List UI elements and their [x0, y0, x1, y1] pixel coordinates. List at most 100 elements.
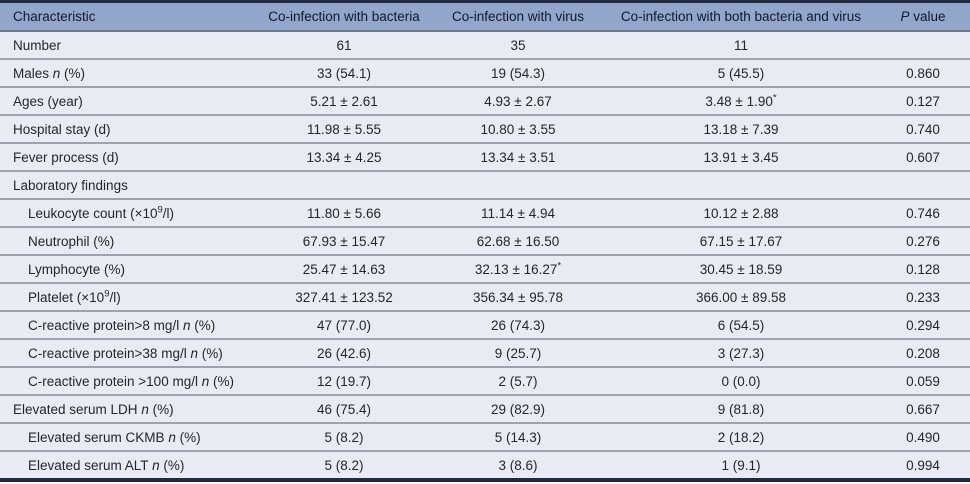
- cell-p_value: 0.740: [876, 114, 970, 143]
- cell-p_value: [876, 170, 970, 199]
- cell-virus: 5 (14.3): [430, 422, 606, 451]
- cell-virus: 3 (8.6): [430, 450, 606, 480]
- table-row: Number 61 35 11: [0, 31, 970, 59]
- cell-virus: 11.14 ± 4.94: [430, 198, 606, 227]
- cell-virus: 4.93 ± 2.67: [430, 86, 606, 115]
- row-label: Lymphocyte (%): [0, 254, 258, 283]
- cell-bacteria: 5.21 ± 2.61: [258, 86, 430, 115]
- cell-virus: 62.68 ± 16.50: [430, 226, 606, 255]
- cell-p_value: 0.860: [876, 58, 970, 87]
- cell-p_value: 0.128: [876, 254, 970, 283]
- cell-bacteria: 67.93 ± 15.47: [258, 226, 430, 255]
- column-header-virus: Co-infection with virus: [430, 1, 606, 32]
- cell-both: [606, 170, 876, 199]
- cell-both: 0 (0.0): [606, 366, 876, 395]
- row-label: Elevated serum CKMB n (%): [0, 422, 258, 451]
- table-row: C-reactive protein >100 mg/l n (%) 12 (19…: [0, 366, 970, 395]
- row-label: Fever process (d): [0, 142, 258, 171]
- row-label: Hospital stay (d): [0, 114, 258, 143]
- table-row: Ages (year) 5.21 ± 2.61 4.93 ± 2.67 3.48 ± …: [0, 86, 970, 115]
- cell-bacteria: [258, 170, 430, 199]
- cell-both: 9 (81.8): [606, 394, 876, 423]
- cell-virus: 356.34 ± 95.78: [430, 282, 606, 311]
- row-label: Elevated serum ALT n (%): [0, 450, 258, 480]
- column-header-both: Co-infection with both bacteria and viru…: [606, 1, 876, 32]
- column-header-p-value: P value: [876, 1, 970, 32]
- cell-bacteria: 47 (77.0): [258, 310, 430, 339]
- table-row: Elevated serum ALT n (%) 5 (8.2) 3 (8.6) 1 …: [0, 450, 970, 480]
- cell-virus: 35: [430, 31, 606, 59]
- cell-bacteria: 12 (19.7): [258, 366, 430, 395]
- row-label: Ages (year): [0, 86, 258, 115]
- row-label: Laboratory findings: [0, 170, 258, 199]
- table-row: Laboratory findings: [0, 170, 970, 199]
- cell-both: 366.00 ± 89.58: [606, 282, 876, 311]
- cell-p_value: 0.667: [876, 394, 970, 423]
- cell-both: 10.12 ± 2.88: [606, 198, 876, 227]
- cell-bacteria: 11.98 ± 5.55: [258, 114, 430, 143]
- cell-bacteria: 25.47 ± 14.63: [258, 254, 430, 283]
- row-label: Leukocyte count (×109/l): [0, 198, 258, 227]
- table-row: Lymphocyte (%) 25.47 ± 14.63 32.13 ± 16.27…: [0, 254, 970, 283]
- table-body: Number 61 35 11 Males n (%) 33 (54.1) 19 (54.3…: [0, 31, 970, 480]
- row-label: Number: [0, 31, 258, 59]
- table-row: Fever process (d) 13.34 ± 4.25 13.34 ± 3.5…: [0, 142, 970, 171]
- table-row: Males n (%) 33 (54.1) 19 (54.3) 5 (45.5) 0.8…: [0, 58, 970, 87]
- cell-virus: 2 (5.7): [430, 366, 606, 395]
- cell-both: 5 (45.5): [606, 58, 876, 87]
- cell-both: 3 (27.3): [606, 338, 876, 367]
- table-row: C-reactive protein>38 mg/l n (%) 26 (42.6…: [0, 338, 970, 367]
- cell-virus: 32.13 ± 16.27*: [430, 254, 606, 283]
- cell-p_value: 0.127: [876, 86, 970, 115]
- row-label: C-reactive protein>38 mg/l n (%): [0, 338, 258, 367]
- table-row: C-reactive protein>8 mg/l n (%) 47 (77.0)…: [0, 310, 970, 339]
- cell-p_value: [876, 31, 970, 59]
- cell-bacteria: 26 (42.6): [258, 338, 430, 367]
- row-label: Elevated serum LDH n (%): [0, 394, 258, 423]
- cell-both: 30.45 ± 18.59: [606, 254, 876, 283]
- cell-bacteria: 327.41 ± 123.52: [258, 282, 430, 311]
- cell-p_value: 0.294: [876, 310, 970, 339]
- table-row: Leukocyte count (×109/l) 11.80 ± 5.66 11.1…: [0, 198, 970, 227]
- cell-p_value: 0.059: [876, 366, 970, 395]
- column-header-characteristic: Characteristic: [0, 1, 258, 32]
- row-label: Neutrophil (%): [0, 226, 258, 255]
- cell-both: 13.18 ± 7.39: [606, 114, 876, 143]
- table-header: Characteristic Co-infection with bacteri…: [0, 1, 970, 32]
- cell-bacteria: 11.80 ± 5.66: [258, 198, 430, 227]
- cell-bacteria: 46 (75.4): [258, 394, 430, 423]
- cell-bacteria: 5 (8.2): [258, 422, 430, 451]
- cell-bacteria: 13.34 ± 4.25: [258, 142, 430, 171]
- row-label: C-reactive protein>8 mg/l n (%): [0, 310, 258, 339]
- row-label: Males n (%): [0, 58, 258, 87]
- cell-virus: 13.34 ± 3.51: [430, 142, 606, 171]
- table-row: Platelet (×109/l) 327.41 ± 123.52 356.34 ±…: [0, 282, 970, 311]
- cell-both: 1 (9.1): [606, 450, 876, 480]
- row-label: Platelet (×109/l): [0, 282, 258, 311]
- table-row: Hospital stay (d) 11.98 ± 5.55 10.80 ± 3.5…: [0, 114, 970, 143]
- cell-p_value: 0.490: [876, 422, 970, 451]
- cell-both: 2 (18.2): [606, 422, 876, 451]
- cell-bacteria: 5 (8.2): [258, 450, 430, 480]
- cell-both: 11: [606, 31, 876, 59]
- cell-bacteria: 61: [258, 31, 430, 59]
- cell-virus: 9 (25.7): [430, 338, 606, 367]
- cell-p_value: 0.208: [876, 338, 970, 367]
- cell-bacteria: 33 (54.1): [258, 58, 430, 87]
- cell-p_value: 0.233: [876, 282, 970, 311]
- cell-virus: 26 (74.3): [430, 310, 606, 339]
- cell-both: 3.48 ± 1.90*: [606, 86, 876, 115]
- row-label: C-reactive protein >100 mg/l n (%): [0, 366, 258, 395]
- cell-p_value: 0.746: [876, 198, 970, 227]
- cell-both: 6 (54.5): [606, 310, 876, 339]
- cell-both: 13.91 ± 3.45: [606, 142, 876, 171]
- table-row: Elevated serum CKMB n (%) 5 (8.2) 5 (14.3)…: [0, 422, 970, 451]
- cell-virus: 10.80 ± 3.55: [430, 114, 606, 143]
- cell-virus: 29 (82.9): [430, 394, 606, 423]
- cell-both: 67.15 ± 17.67: [606, 226, 876, 255]
- column-header-bacteria: Co-infection with bacteria: [258, 1, 430, 32]
- cell-p_value: 0.994: [876, 450, 970, 480]
- table-header-row: Characteristic Co-infection with bacteri…: [0, 1, 970, 32]
